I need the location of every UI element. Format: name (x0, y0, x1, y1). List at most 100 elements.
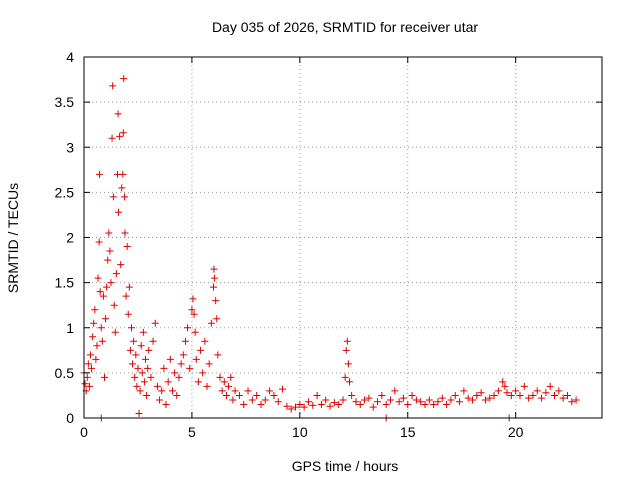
data-point (97, 324, 105, 332)
data-point (190, 310, 198, 318)
data-point (81, 380, 89, 388)
y-tick-label: 0.5 (55, 365, 75, 381)
data-point (486, 394, 494, 402)
data-point (93, 342, 101, 350)
data-point (352, 398, 360, 406)
data-point (142, 355, 150, 363)
x-tick-label: 20 (508, 424, 524, 440)
data-point (257, 400, 265, 408)
data-point (572, 396, 580, 404)
data-point (189, 295, 197, 303)
data-point (86, 351, 94, 359)
x-tick-label: 0 (80, 424, 88, 440)
data-point (533, 387, 541, 395)
data-point (149, 337, 157, 345)
data-point (111, 328, 119, 336)
data-point (460, 387, 468, 395)
data-point (481, 396, 489, 404)
data-point (99, 292, 107, 300)
data-point (430, 400, 438, 408)
data-point (344, 360, 352, 368)
data-point (88, 364, 96, 372)
data-point (490, 391, 498, 399)
data-point (89, 333, 97, 341)
data-point (434, 398, 442, 406)
data-point (345, 378, 353, 386)
data-point (96, 288, 104, 296)
data-point (140, 378, 148, 386)
data-point (395, 398, 403, 406)
data-point (114, 110, 122, 118)
x-tick-label: 10 (292, 424, 308, 440)
data-point (386, 396, 394, 404)
data-point (90, 319, 98, 327)
data-point (283, 402, 291, 410)
data-point (83, 373, 91, 381)
data-point (177, 360, 185, 368)
data-point (494, 387, 502, 395)
data-point (214, 351, 222, 359)
data-point (143, 391, 151, 399)
data-point (342, 346, 350, 354)
data-point (121, 229, 129, 237)
data-point (365, 394, 373, 402)
data-point (162, 400, 170, 408)
data-point (261, 396, 269, 404)
y-tick-label: 1 (66, 320, 74, 336)
data-point (361, 396, 369, 404)
data-point (317, 400, 325, 408)
data-point (133, 382, 141, 390)
data-point (91, 306, 99, 314)
data-point (421, 400, 429, 408)
data-point (136, 387, 144, 395)
data-point (175, 373, 183, 381)
data-point (220, 378, 228, 386)
data-point (109, 82, 117, 90)
data-point (101, 373, 109, 381)
data-point (330, 399, 338, 407)
data-point (129, 360, 137, 368)
data-point (153, 382, 161, 390)
data-point (139, 328, 147, 336)
data-point (201, 337, 209, 345)
data-point (525, 394, 533, 402)
data-point (110, 301, 118, 309)
data-point (116, 132, 124, 140)
data-point (412, 396, 420, 404)
data-point (287, 405, 295, 413)
data-point (119, 129, 127, 137)
y-tick-label: 3.5 (55, 94, 75, 110)
data-point (391, 387, 399, 395)
data-point (382, 400, 390, 408)
data-point (313, 391, 321, 399)
data-point (109, 193, 117, 201)
data-point (235, 391, 243, 399)
data-point (240, 400, 248, 408)
data-point (304, 398, 312, 406)
data-point (207, 319, 215, 327)
chart-title: Day 035 of 2026, SRMTID for receiver uta… (212, 19, 478, 35)
data-point (179, 351, 187, 359)
data-point (104, 256, 112, 264)
data-point (168, 387, 176, 395)
data-point (118, 184, 126, 192)
data-point (103, 283, 111, 291)
data-point (96, 170, 104, 178)
data-point (122, 292, 130, 300)
data-point (378, 391, 386, 399)
data-point (95, 238, 103, 246)
data-point (199, 369, 207, 377)
data-point (85, 382, 93, 390)
data-point (130, 337, 138, 345)
data-point (144, 364, 152, 372)
data-point (151, 319, 159, 327)
data-point (184, 324, 192, 332)
data-point (115, 208, 123, 216)
data-point (210, 265, 218, 273)
data-point (227, 373, 235, 381)
data-point (117, 261, 125, 269)
data-point (499, 378, 507, 386)
y-tick-label: 2.5 (55, 184, 75, 200)
data-point (473, 391, 481, 399)
